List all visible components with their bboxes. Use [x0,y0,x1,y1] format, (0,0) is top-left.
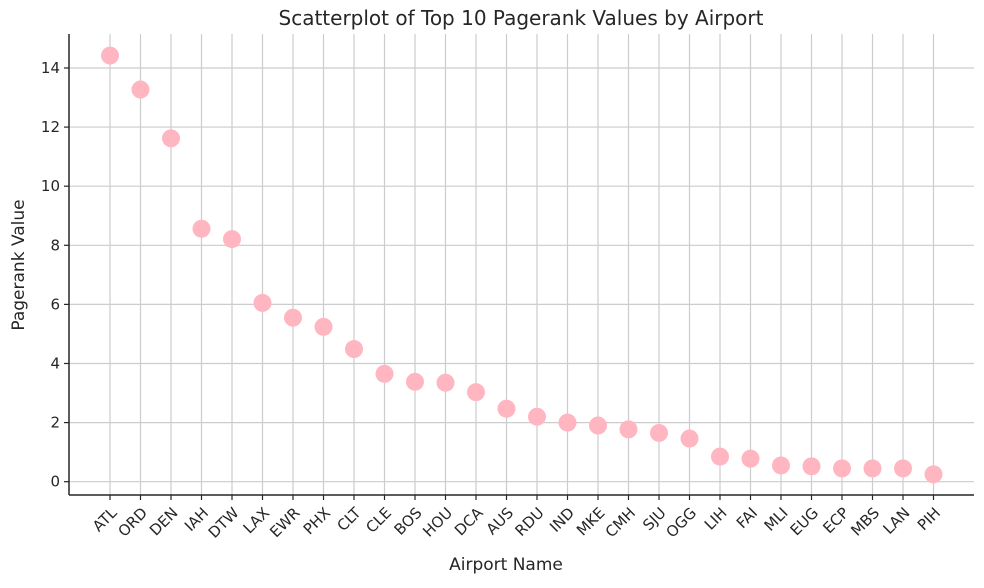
x-tick-label: CMH [602,504,639,541]
data-point [253,293,272,312]
y-ticks: 0 2 4 6 8 10 12 14 [41,59,69,491]
y-tick-label: 0 [50,473,60,491]
data-point [497,399,516,418]
x-tick-label: LIH [701,504,731,534]
data-point [223,230,241,249]
x-tick-label: EUG [787,504,822,539]
data-point [558,413,577,432]
data-points [101,46,943,484]
x-tick-label: FAI [733,504,761,532]
data-point [467,383,485,402]
data-point [314,317,333,336]
x-tick-label: MBS [847,504,883,540]
x-tick-label: CLE [362,504,395,537]
data-point [131,80,150,99]
data-point [162,129,180,148]
x-tick-label: AUS [483,504,517,538]
y-tick-label: 8 [50,236,60,254]
x-tick-label: EWR [266,504,303,541]
y-tick-label: 14 [41,59,60,77]
x-tick-label: MLI [761,504,792,535]
data-point [680,429,699,448]
y-tick-label: 12 [41,118,60,136]
x-tick-label: CLT [333,503,365,535]
data-point [436,373,455,392]
y-axis-label: Pagerank Value [9,199,29,330]
data-point [375,364,394,383]
data-point [192,219,211,238]
data-point [528,407,546,426]
grid [69,34,974,495]
data-point [345,340,363,359]
x-tick-label: LAN [879,504,913,538]
data-point [741,449,760,468]
x-tick-label: DCA [451,503,487,539]
x-tick-label: IND [546,504,578,536]
x-tick-label: DTW [205,504,243,542]
data-point [863,459,882,478]
data-point [284,308,302,327]
data-point [802,457,821,476]
data-point [101,46,119,65]
data-point [406,372,424,391]
x-tick-label: PHX [300,504,334,538]
data-point [589,416,607,435]
data-point [894,459,912,478]
x-tick-label: MKE [573,504,609,540]
x-tick-label: LAX [240,504,273,537]
data-point [833,459,851,478]
y-tick-label: 2 [50,414,60,432]
y-tick-label: 10 [41,177,60,195]
x-axis-label: Airport Name [449,555,563,575]
chart-title: Scatterplot of Top 10 Pagerank Values by… [279,6,764,30]
data-point [619,420,638,439]
y-tick-label: 4 [50,354,60,372]
x-tick-label: ORD [114,504,151,541]
data-point [711,447,729,466]
x-tick-label: PIH [914,504,944,534]
x-tick-label: DEN [146,504,182,540]
x-tick-label: HOU [419,504,456,541]
x-tick-label: OGG [663,504,701,542]
data-point [650,423,668,442]
x-tick-label: BOS [391,504,426,539]
data-point [772,456,790,475]
data-point [924,465,943,484]
axes [68,34,974,496]
y-tick-label: 6 [50,295,60,313]
x-tick-label: RDU [512,504,548,540]
x-tick-label: ECP [819,504,852,537]
